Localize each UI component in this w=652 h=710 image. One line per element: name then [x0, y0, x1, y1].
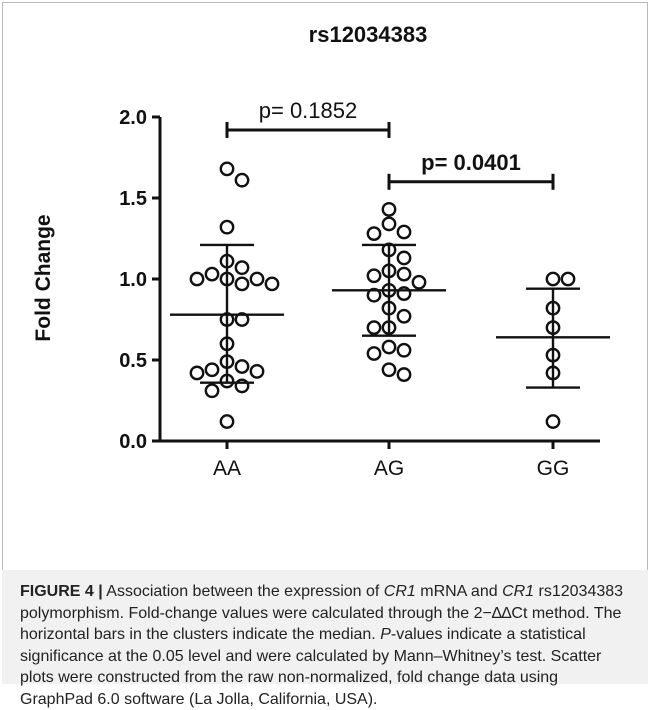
p-value-label: p= 0.1852	[259, 98, 357, 123]
data-point	[204, 266, 220, 282]
significance-annotations: p= 0.1852 p= 0.0401	[225, 98, 555, 190]
data-marks	[170, 161, 610, 429]
data-point	[396, 224, 412, 240]
caption-text-1b: mRNA and	[415, 583, 503, 600]
data-point	[219, 219, 235, 235]
caption-p: P	[380, 626, 391, 643]
y-tick-label: 0.5	[119, 350, 147, 372]
x-tick-label: AA	[213, 457, 241, 480]
caption-label: FIGURE 4 |	[20, 583, 103, 600]
data-point	[545, 414, 561, 429]
data-point	[234, 172, 250, 188]
data-point	[204, 362, 220, 378]
data-point	[219, 161, 235, 177]
figure-caption: FIGURE 4 | Association between the expre…	[20, 581, 635, 710]
data-point	[366, 268, 382, 284]
data-point	[366, 226, 382, 242]
y-tick-label: 1.5	[119, 188, 147, 210]
caption-text-1: Association between the expression of	[102, 583, 384, 600]
data-point	[234, 312, 250, 327]
data-point	[411, 274, 427, 290]
data-point	[366, 346, 382, 361]
x-tick-label: AG	[374, 457, 404, 480]
axes: 0.0 0.5 1.0 1.5 2.0 AA AG GG	[119, 107, 600, 480]
data-point	[219, 414, 235, 429]
data-point	[396, 308, 412, 324]
caption-gene-2: CR1	[502, 583, 535, 600]
x-tick-label: GG	[537, 457, 570, 480]
data-point	[366, 287, 382, 303]
p-value-label: p= 0.0401	[421, 150, 521, 175]
data-point	[381, 362, 397, 378]
y-tick-label: 1.0	[119, 269, 147, 291]
data-point	[396, 342, 412, 358]
data-point	[249, 363, 265, 379]
data-point	[249, 271, 265, 287]
data-point	[381, 216, 397, 232]
data-point	[264, 276, 280, 292]
data-point	[396, 266, 412, 282]
chart-title: rs12034383	[309, 22, 428, 47]
data-point	[204, 383, 220, 399]
data-point	[545, 271, 561, 287]
data-point	[234, 276, 250, 292]
y-tick-label: 0.0	[119, 431, 147, 453]
data-point	[189, 271, 205, 287]
scatter-chart: rs12034383 Fold Change 0.0 0.5 1.0 1.5 2.0 AA…	[32, 22, 610, 480]
y-tick-label: 2.0	[119, 107, 147, 129]
y-axis-label: Fold Change	[32, 214, 55, 341]
data-point	[234, 359, 250, 374]
data-point	[396, 250, 412, 266]
data-point	[560, 271, 576, 287]
caption-background	[2, 570, 648, 684]
data-point	[234, 260, 250, 276]
data-point	[381, 201, 397, 217]
data-point	[189, 365, 205, 381]
data-point	[366, 320, 382, 335]
data-point	[381, 339, 397, 355]
caption-text-2: rs12034383 polymorphism. Fold-change val…	[20, 583, 624, 643]
data-point	[396, 367, 412, 382]
caption-gene-1: CR1	[383, 583, 416, 600]
